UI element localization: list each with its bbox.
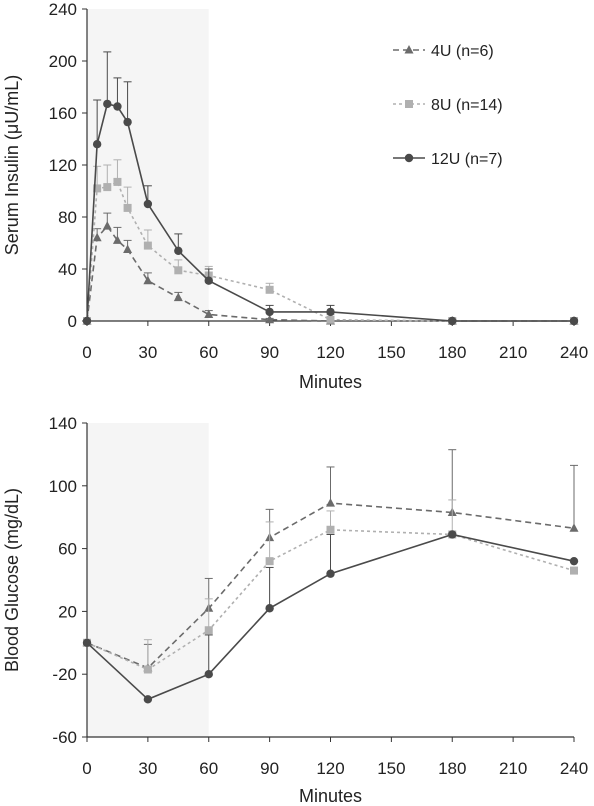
y-tick-label: 140: [49, 414, 77, 433]
x-tick-label: 150: [377, 759, 405, 778]
x-axis-title: Minutes: [299, 786, 362, 806]
x-tick-label: 180: [438, 759, 466, 778]
series-3: [82, 530, 579, 704]
x-tick-label: 0: [82, 343, 91, 362]
legend-marker: [404, 153, 414, 163]
data-point: [143, 199, 153, 209]
x-tick-label: 60: [199, 759, 218, 778]
data-point: [265, 285, 274, 294]
x-tick-label: 150: [377, 343, 405, 362]
data-point: [82, 638, 92, 647]
y-tick-label: -60: [52, 728, 77, 747]
data-point: [265, 314, 275, 324]
y-tick-label: 0: [68, 312, 77, 331]
data-point: [265, 604, 274, 613]
legend: 4U (n=6) 8U (n=14) 12U (n=7): [393, 43, 503, 168]
y-axis-title: Blood Glucose (mg/dL): [2, 488, 22, 672]
legend-label: 4U (n=6): [431, 43, 494, 60]
data-point: [92, 140, 102, 149]
data-point: [103, 183, 112, 192]
data-point: [204, 309, 214, 318]
x-tick-label: 90: [260, 343, 279, 362]
x-tick-label: 210: [499, 759, 527, 778]
data-point: [102, 221, 112, 230]
y-tick-label: 80: [58, 208, 77, 227]
data-point: [173, 292, 183, 302]
data-point: [326, 498, 335, 507]
shaded-region: [87, 423, 209, 737]
y-tick-label: 100: [49, 477, 77, 496]
data-point: [92, 232, 102, 242]
y-tick-label: 240: [49, 0, 77, 19]
data-point: [143, 695, 153, 704]
y-tick-label: 40: [58, 260, 77, 279]
data-point: [326, 315, 335, 324]
y-axis-title: Serum Insulin (μU/mL): [2, 75, 22, 255]
series-line: [86, 180, 574, 322]
x-tick-label: 210: [499, 343, 527, 362]
data-point: [113, 102, 122, 111]
data-point: [113, 177, 122, 186]
data-point: [326, 525, 335, 534]
x-tick-label: 240: [560, 343, 588, 362]
x-tick-label: 60: [199, 343, 218, 362]
data-point: [448, 530, 457, 539]
x-axis-title: Minutes: [299, 372, 362, 392]
data-point: [569, 316, 579, 326]
data-point: [265, 307, 274, 317]
data-point: [112, 235, 122, 244]
legend-label: 12U (n=7): [431, 151, 503, 168]
series-3: [82, 51, 579, 326]
chart-2: -60 -20 20 60 100 140 0 30 60 90 120 150 180 210 240 Mi…: [2, 414, 588, 806]
legend-marker: [404, 45, 414, 54]
legend-marker: [405, 100, 413, 108]
data-point: [123, 117, 132, 127]
legend-label: 8U (n=14): [431, 97, 503, 114]
series-line: [86, 224, 574, 322]
x-tick-label: 30: [138, 343, 157, 362]
data-point: [174, 246, 183, 255]
data-point: [448, 316, 457, 326]
data-point: [123, 244, 133, 253]
data-point: [265, 557, 274, 566]
y-tick-label: 200: [49, 52, 77, 71]
x-tick-label: 180: [438, 343, 466, 362]
data-point: [82, 316, 92, 326]
data-point: [204, 626, 213, 635]
series-line: [86, 102, 574, 322]
x-tick-label: 0: [82, 759, 91, 778]
chart-1: 0 40 80 120 160 200 240 0 30 60 90 120 150 180 210 240 M…: [2, 0, 588, 392]
data-point: [326, 307, 335, 317]
data-point: [204, 276, 213, 285]
y-tick-label: -20: [52, 665, 77, 684]
x-tick-label: 120: [316, 343, 344, 362]
data-point: [174, 266, 183, 275]
x-tick-label: 240: [560, 759, 588, 778]
data-point: [103, 99, 112, 109]
y-tick-label: 60: [58, 540, 77, 559]
data-point: [93, 184, 102, 193]
data-point: [569, 556, 579, 566]
data-point: [204, 670, 213, 679]
y-tick-label: 120: [49, 156, 77, 175]
y-tick-label: 20: [58, 602, 77, 621]
data-point: [123, 203, 132, 212]
data-point: [569, 523, 579, 532]
x-tick-label: 30: [138, 759, 157, 778]
x-tick-label: 90: [260, 759, 279, 778]
data-point: [326, 569, 335, 578]
y-tick-label: 160: [49, 104, 77, 123]
data-point: [143, 665, 152, 674]
x-tick-label: 120: [316, 759, 344, 778]
data-point: [570, 566, 578, 575]
data-point: [143, 241, 152, 250]
data-point: [143, 275, 153, 285]
